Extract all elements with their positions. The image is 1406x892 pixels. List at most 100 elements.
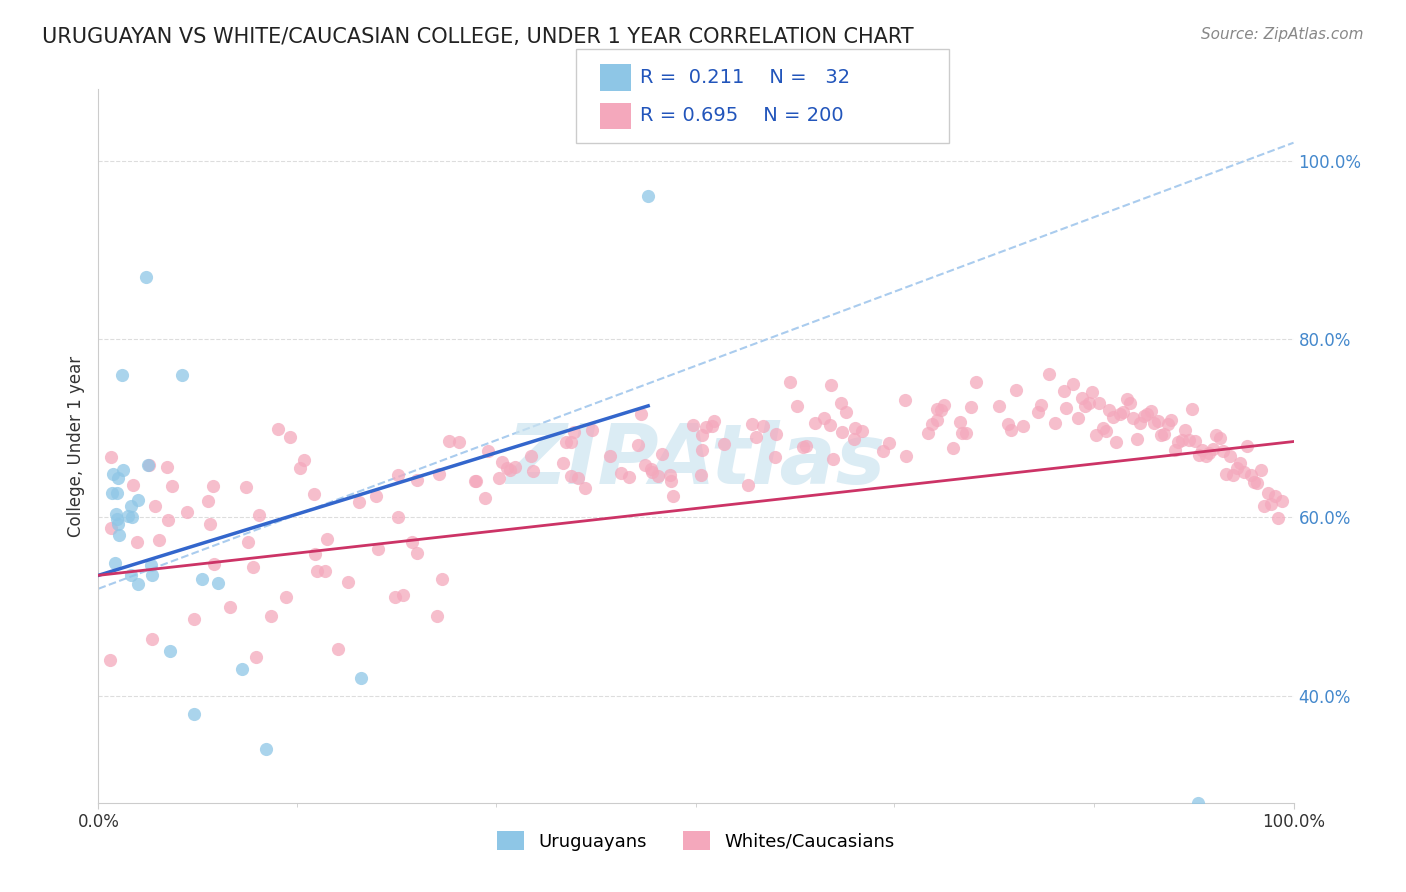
Point: [191, 572, 214, 586]
Point: [197, 493, 219, 508]
Point: [112, 463, 135, 477]
Point: [1105, 434, 1128, 449]
Point: [491, 455, 513, 469]
Point: [1091, 421, 1114, 435]
Point: [1198, 445, 1220, 459]
Point: [794, 439, 817, 453]
Point: [690, 428, 713, 442]
Point: [702, 419, 724, 434]
Point: [401, 535, 423, 549]
Point: [392, 588, 415, 602]
Point: [927, 402, 949, 417]
Point: [367, 542, 389, 557]
Point: [117, 509, 139, 524]
Point: [207, 576, 229, 591]
Point: [290, 460, 312, 475]
Point: [100, 520, 122, 534]
Point: [1181, 402, 1204, 417]
Point: [997, 417, 1019, 431]
Point: [98, 653, 122, 667]
Point: [1167, 434, 1189, 449]
Point: [662, 489, 685, 503]
Point: [120, 499, 142, 513]
Point: [942, 442, 965, 456]
Point: [219, 599, 242, 614]
Point: [111, 368, 134, 382]
Point: [405, 546, 427, 560]
Point: [640, 461, 662, 475]
Point: [1219, 450, 1241, 464]
Point: [737, 478, 759, 492]
Point: [821, 451, 844, 466]
Point: [1188, 448, 1211, 462]
Point: [160, 479, 183, 493]
Point: [1139, 404, 1161, 418]
Point: [267, 422, 290, 436]
Point: [1098, 402, 1121, 417]
Point: [1250, 463, 1272, 477]
Point: [204, 557, 226, 571]
Point: [127, 534, 149, 549]
Point: [1212, 444, 1234, 458]
Point: [274, 590, 297, 604]
Point: [609, 466, 631, 480]
Point: [1191, 442, 1213, 457]
Point: [713, 437, 735, 451]
Point: [690, 443, 713, 458]
Point: [464, 475, 486, 489]
Point: [562, 425, 585, 440]
Point: [1257, 486, 1279, 500]
Point: [658, 467, 681, 482]
Point: [1000, 423, 1022, 437]
Point: [1133, 409, 1156, 423]
Point: [955, 425, 977, 440]
Text: Source: ZipAtlas.com: Source: ZipAtlas.com: [1201, 27, 1364, 42]
Point: [779, 375, 801, 389]
Point: [337, 575, 360, 590]
Point: [695, 420, 717, 434]
Point: [659, 474, 682, 488]
Point: [1129, 416, 1152, 430]
Point: [690, 467, 713, 482]
Point: [1215, 467, 1237, 482]
Point: [792, 440, 814, 454]
Point: [148, 533, 170, 548]
Point: [522, 464, 544, 478]
Point: [107, 516, 129, 531]
Point: [183, 612, 205, 626]
Point: [1202, 442, 1225, 456]
Point: [630, 407, 652, 421]
Point: [464, 475, 486, 489]
Point: [1208, 431, 1230, 445]
Point: [108, 528, 131, 542]
Point: [247, 508, 270, 523]
Point: [813, 411, 835, 425]
Point: [1038, 367, 1060, 381]
Point: [1074, 399, 1097, 413]
Point: [326, 641, 349, 656]
Point: [304, 487, 326, 501]
Point: [1150, 427, 1173, 442]
Point: [198, 517, 221, 532]
Point: [560, 435, 582, 450]
Point: [1205, 428, 1227, 442]
Point: [925, 413, 948, 427]
Point: [744, 430, 766, 444]
Point: [430, 572, 453, 586]
Point: [1264, 489, 1286, 503]
Point: [307, 564, 329, 578]
Point: [477, 444, 499, 458]
Point: [1267, 510, 1289, 524]
Point: [617, 470, 640, 484]
Point: [894, 393, 917, 408]
Point: [965, 375, 987, 389]
Point: [1243, 475, 1265, 490]
Point: [1160, 413, 1182, 427]
Point: [406, 473, 429, 487]
Point: [830, 396, 852, 410]
Point: [176, 505, 198, 519]
Point: [1070, 391, 1092, 405]
Point: [1115, 392, 1137, 406]
Point: [1108, 407, 1130, 421]
Point: [364, 489, 387, 503]
